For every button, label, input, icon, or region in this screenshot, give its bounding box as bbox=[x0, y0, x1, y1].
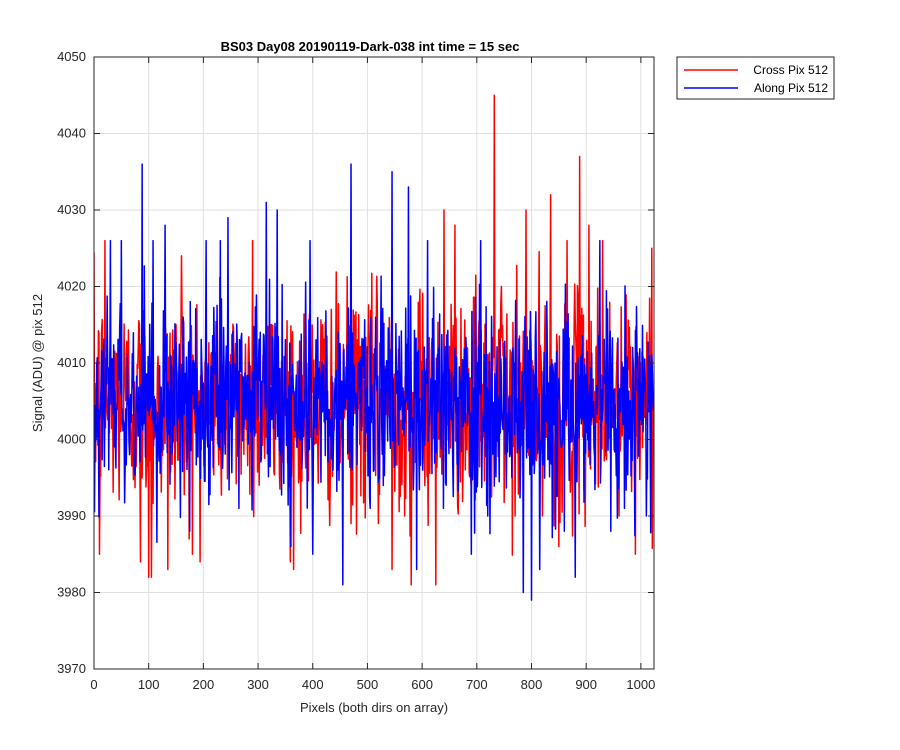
y-tick-label: 4050 bbox=[57, 49, 86, 64]
x-tick-label: 100 bbox=[138, 677, 160, 692]
series-layer bbox=[94, 94, 654, 601]
y-tick-label: 3980 bbox=[57, 585, 86, 600]
x-tick-label: 0 bbox=[90, 677, 97, 692]
x-axis: 0 100 200 300 400 500 600 700 800 900 1000 bbox=[90, 57, 655, 692]
x-tick-label: 200 bbox=[193, 677, 215, 692]
y-tick-label: 4010 bbox=[57, 355, 86, 370]
x-tick-label: 500 bbox=[357, 677, 379, 692]
legend-label-cross: Cross Pix 512 bbox=[753, 63, 828, 77]
legend-box bbox=[676, 56, 835, 100]
legend-label-along: Along Pix 512 bbox=[754, 81, 828, 95]
x-tick-label: 600 bbox=[411, 677, 433, 692]
y-tick-label: 3970 bbox=[57, 661, 86, 676]
y-tick-label: 4030 bbox=[57, 202, 86, 217]
legend: Cross Pix 512 Along Pix 512 bbox=[676, 56, 835, 100]
y-axis-label: Signal (ADU) @ pix 512 bbox=[30, 294, 45, 432]
x-tick-label: 1000 bbox=[626, 677, 655, 692]
x-axis-label: Pixels (both dirs on array) bbox=[300, 700, 448, 715]
x-tick-label: 700 bbox=[466, 677, 488, 692]
y-tick-label: 3990 bbox=[57, 508, 86, 523]
x-tick-label: 800 bbox=[521, 677, 543, 692]
chart-title: BS03 Day08 20190119-Dark-038 int time = … bbox=[221, 39, 520, 54]
x-tick-label: 300 bbox=[247, 677, 269, 692]
x-tick-label: 900 bbox=[575, 677, 597, 692]
y-tick-label: 4020 bbox=[57, 279, 86, 294]
y-axis: 3970 3980 3990 4000 4010 4020 4030 4040 4050 bbox=[57, 49, 654, 676]
x-tick-label: 400 bbox=[302, 677, 324, 692]
y-tick-label: 4040 bbox=[57, 126, 86, 141]
series-line-along-pix-512 bbox=[94, 163, 654, 601]
y-tick-label: 4000 bbox=[57, 432, 86, 447]
